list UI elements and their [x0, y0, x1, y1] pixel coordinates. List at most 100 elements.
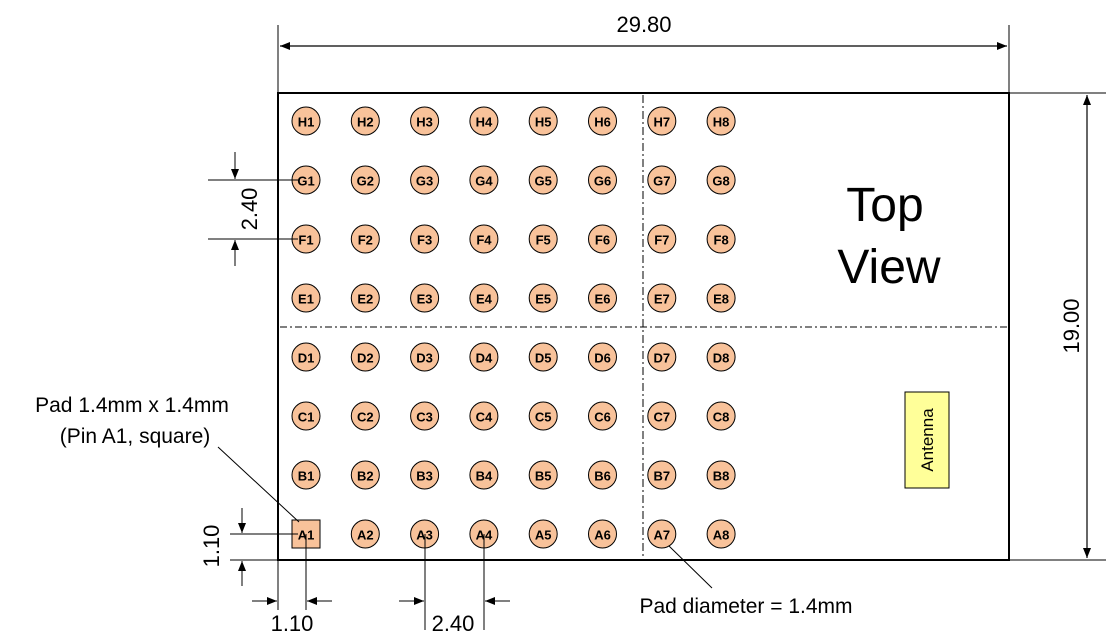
pad-h2: H2 [350, 106, 380, 136]
pad-label: C3 [416, 410, 433, 425]
pad-shape [588, 342, 617, 372]
pad-label: H5 [535, 115, 552, 130]
pad-label: E3 [417, 292, 433, 307]
pad-label: G2 [357, 174, 374, 189]
pad-shape [647, 165, 677, 195]
pad-shape [291, 460, 321, 490]
pad-label: A6 [594, 528, 611, 543]
pad-label: H4 [476, 115, 493, 130]
pad-shape [291, 342, 321, 372]
pad-a2: A2 [350, 519, 380, 549]
pad-shape [469, 283, 499, 313]
pad-label: H2 [357, 115, 374, 130]
pad-shape [350, 106, 380, 136]
pad-f4: F4 [469, 224, 499, 254]
pad-d5: D5 [528, 342, 558, 372]
pad-shape [647, 460, 677, 490]
pad-h3: H3 [410, 106, 440, 136]
pad-label: F1 [298, 233, 313, 248]
pad-shape [588, 460, 617, 490]
pad-label: G4 [475, 174, 493, 189]
pad-label: F2 [358, 233, 373, 248]
col-pitch-text: 2.40 [432, 611, 475, 635]
pad-shape [410, 342, 440, 372]
pad-label: D3 [416, 351, 433, 366]
pad-g5: G5 [528, 165, 558, 195]
top-view-label-line2: View [837, 241, 941, 294]
pad-shape [350, 519, 380, 549]
pad-label: H6 [594, 115, 611, 130]
pad-label: C4 [476, 410, 493, 425]
pad-label: H3 [416, 115, 433, 130]
pad-shape [350, 401, 380, 431]
pad-g2: G2 [350, 165, 380, 195]
pad-d3: D3 [410, 342, 440, 372]
pad-d8: D8 [706, 342, 736, 372]
pad-label: B4 [476, 469, 493, 484]
pad-label: C7 [653, 410, 670, 425]
pad-shape [291, 106, 321, 136]
pin-a1-note-line2: (Pin A1, square) [60, 425, 211, 448]
pad-b8: B8 [706, 460, 736, 490]
pad-label: D6 [594, 351, 611, 366]
pad-shape [528, 401, 558, 431]
pad-b5: B5 [528, 460, 558, 490]
pad-shape [588, 401, 617, 431]
edge-x-text: 1.10 [271, 611, 314, 635]
pad-f1: F1 [291, 224, 321, 254]
pad-label: G1 [297, 174, 314, 189]
pad-label: E1 [298, 292, 314, 307]
pad-h7: H7 [647, 106, 677, 136]
pad-label: B6 [594, 469, 611, 484]
pad-c2: C2 [350, 401, 380, 431]
pad-label: H7 [653, 115, 670, 130]
pad-shape [588, 283, 617, 313]
pad-shape [647, 401, 677, 431]
pad-e8: E8 [706, 283, 736, 313]
pad-label: G8 [712, 174, 729, 189]
pad-f2: F2 [350, 224, 380, 254]
pad-d4: D4 [469, 342, 499, 372]
pad-shape [706, 342, 736, 372]
pad-shape [528, 106, 558, 136]
pad-a7: A7 [647, 519, 677, 549]
pad-label: D7 [653, 351, 670, 366]
pad-f3: F3 [410, 224, 440, 254]
pad-h1: H1 [291, 106, 321, 136]
pad-label: C6 [594, 410, 611, 425]
pad-label: B2 [357, 469, 374, 484]
pad-label: D8 [713, 351, 730, 366]
pad-g1: G1 [291, 165, 321, 195]
pad-h4: H4 [469, 106, 499, 136]
row-pitch-text: 2.40 [237, 188, 262, 231]
pad-shape [706, 460, 736, 490]
pad-label: F7 [654, 233, 669, 248]
pad-shape [469, 460, 499, 490]
pad-h5: H5 [528, 106, 558, 136]
pad-c6: C6 [588, 401, 617, 431]
pad-shape [410, 224, 440, 254]
pad-f6: F6 [588, 224, 617, 254]
pad-shape [528, 165, 558, 195]
pad-label: H1 [298, 115, 315, 130]
pad-label: E8 [713, 292, 729, 307]
pad-label: E4 [476, 292, 493, 307]
pad-g8: G8 [706, 165, 736, 195]
width-dimension-text: 29.80 [616, 12, 671, 37]
pad-label: B3 [416, 469, 433, 484]
pad-label: A2 [357, 528, 374, 543]
pad-shape [647, 342, 677, 372]
pad-label: C8 [713, 410, 730, 425]
pad-shape [350, 165, 380, 195]
pad-label: C5 [535, 410, 552, 425]
pad-shape [350, 283, 380, 313]
pad-a8: A8 [706, 519, 736, 549]
pin-a1-note-line1: Pad 1.4mm x 1.4mm [35, 394, 229, 417]
pad-d1: D1 [291, 342, 321, 372]
pad-g4: G4 [469, 165, 499, 195]
pad-shape [706, 283, 736, 313]
pad-shape [647, 519, 677, 549]
pad-b7: B7 [647, 460, 677, 490]
pad-g6: G6 [588, 165, 617, 195]
